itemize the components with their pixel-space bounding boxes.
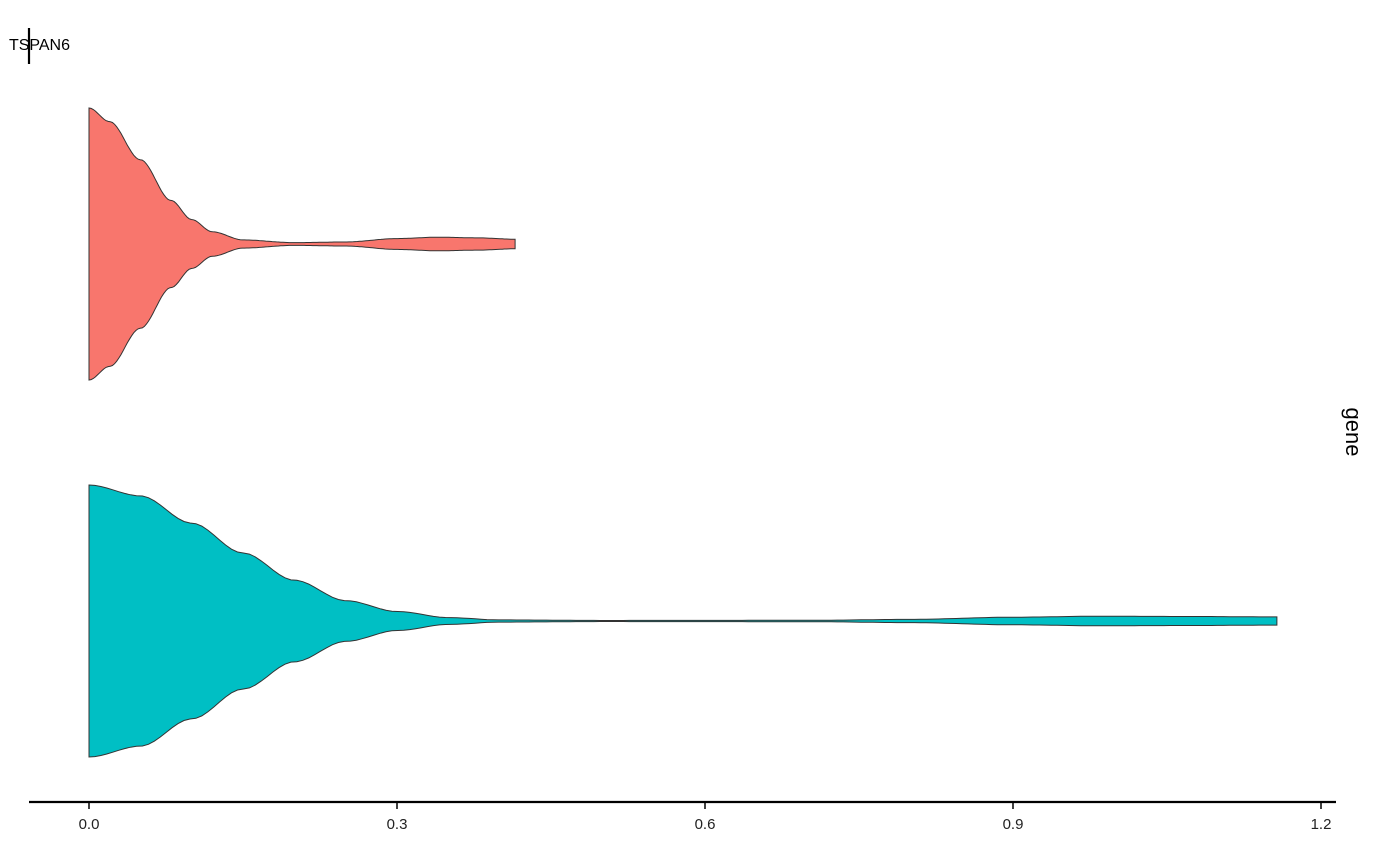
- feature-label: TSPAN6: [9, 37, 70, 54]
- x-tick-label: 0.3: [387, 816, 408, 833]
- violin-2: [88, 484, 1278, 758]
- x-tick-label: 0.0: [79, 816, 100, 833]
- x-tick-label: 1.2: [1311, 816, 1332, 833]
- violin-1: [88, 107, 516, 381]
- x-tick-label: 0.9: [1003, 816, 1024, 833]
- x-tick-label: 0.6: [695, 816, 716, 833]
- facet-label: gene: [1341, 408, 1366, 457]
- violins: [88, 107, 1278, 758]
- x-axis-ticks: 0.0 0.3 0.6 0.9 1.2: [79, 802, 1332, 833]
